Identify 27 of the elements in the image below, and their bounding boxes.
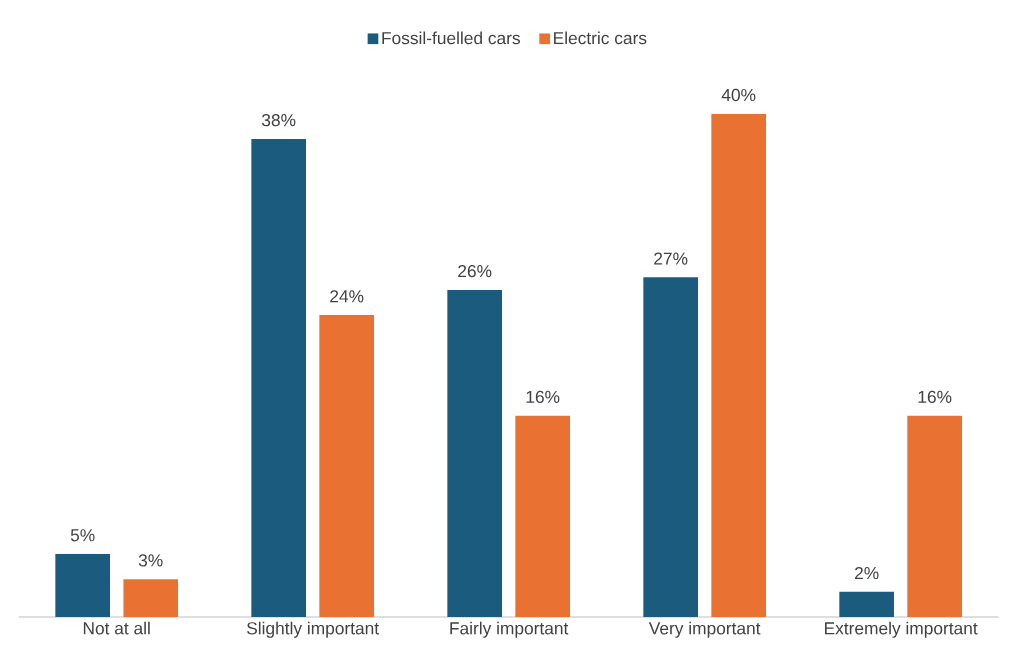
bar (907, 415, 962, 617)
legend-label: Electric cars (554, 31, 647, 45)
bar (711, 113, 766, 617)
data-label: 26% (458, 264, 492, 278)
data-label: 24% (330, 290, 364, 303)
bar (643, 277, 698, 617)
x-tick-label: Fairly important (450, 621, 569, 638)
x-tick-label: Not at all (83, 621, 150, 635)
bar (319, 315, 374, 617)
bar (839, 591, 894, 617)
bar (447, 289, 502, 617)
data-label: 40% (721, 88, 756, 102)
x-tick-label: Very important (648, 621, 761, 638)
data-label: 3% (138, 554, 163, 567)
data-label: 5% (70, 529, 95, 542)
data-label: 16% (918, 390, 952, 404)
data-label: 27% (654, 252, 688, 265)
x-tick-label: Extremely important (825, 621, 978, 638)
bar (251, 139, 306, 617)
bar (123, 579, 178, 617)
bar (515, 415, 570, 617)
data-label: 38% (261, 114, 296, 127)
bar (55, 554, 111, 617)
data-label: 16% (526, 390, 560, 404)
x-tick-label: Slightly important (246, 621, 379, 638)
legend-label: Fossil-fuelled cars (382, 31, 520, 45)
data-label: 2% (855, 566, 879, 580)
